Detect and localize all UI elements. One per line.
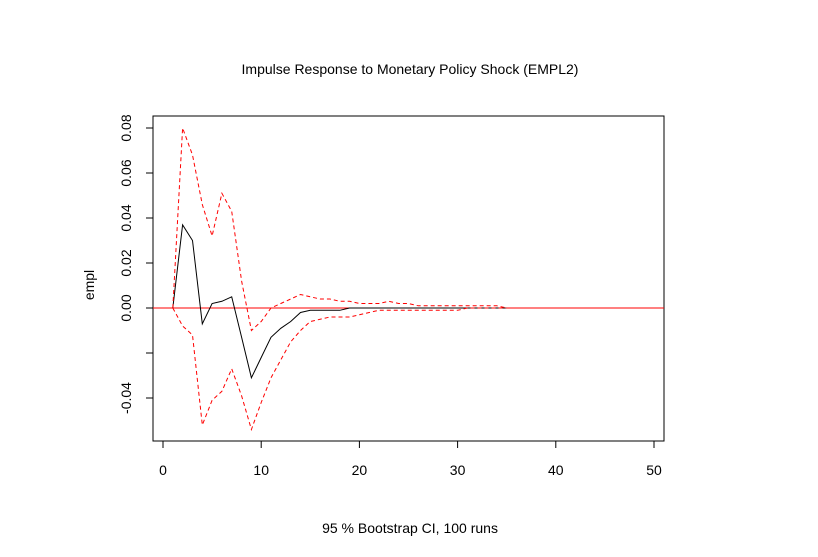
y-axis: -0.04 0.00 0.02 0.04 0.06 0.08	[118, 114, 154, 414]
series-layer	[153, 127, 664, 432]
y-axis-label: empl	[81, 270, 97, 300]
y-tick-label: -0.04	[118, 382, 134, 414]
x-tick-label: 20	[352, 462, 368, 478]
x-tick-label: 50	[646, 462, 662, 478]
upper-ci-line	[172, 127, 507, 332]
x-tick-label: 0	[159, 462, 167, 478]
chart-title: Impulse Response to Monetary Policy Shoc…	[242, 61, 579, 77]
x-axis: 0 10 20 30 40 50	[159, 440, 662, 478]
irf-line	[172, 223, 507, 380]
y-tick-label: 0.00	[118, 294, 134, 321]
plot-frame	[152, 115, 665, 442]
x-tick-label: 10	[253, 462, 269, 478]
x-tick-label: 40	[548, 462, 564, 478]
lower-ci-line	[172, 307, 507, 432]
y-tick-label: 0.04	[118, 204, 134, 231]
y-tick-label: 0.06	[118, 159, 134, 186]
x-tick-label: 30	[450, 462, 466, 478]
y-tick-label: 0.02	[118, 249, 134, 276]
x-axis-label: 95 % Bootstrap CI, 100 runs	[322, 520, 498, 536]
y-tick-label: 0.08	[118, 114, 134, 141]
